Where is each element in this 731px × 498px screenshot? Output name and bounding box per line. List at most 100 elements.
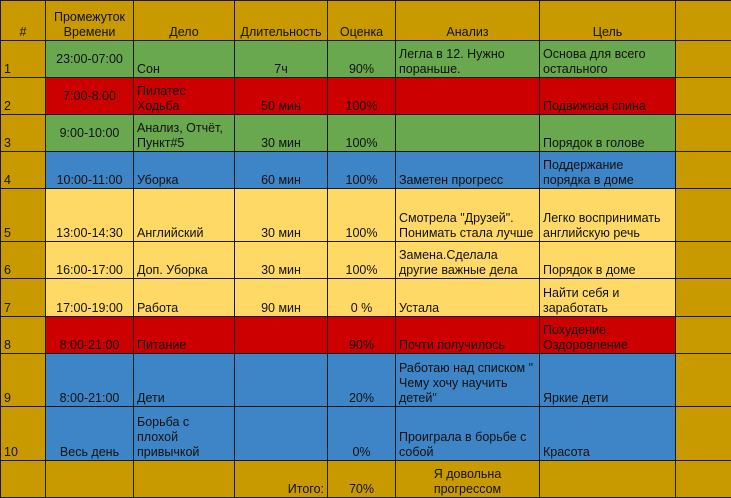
empty-cell[interactable] — [45, 459, 134, 498]
score-cell[interactable]: 100% — [327, 77, 396, 116]
task-cell[interactable]: Дети — [133, 352, 235, 407]
duration-cell[interactable] — [234, 352, 328, 407]
table-row: 2 7:00-8:00 Пилатес Ходьба 50 мин 100% Подвиж… — [0, 77, 731, 116]
time-cell[interactable]: 16:00-17:00 — [45, 241, 134, 280]
analysis-cell[interactable]: Почти получилось — [395, 315, 540, 354]
header-duration[interactable]: Длительность — [234, 0, 328, 42]
empty-cell[interactable] — [675, 278, 731, 317]
row-number[interactable]: 1 — [0, 40, 46, 79]
empty-cell[interactable] — [133, 459, 235, 498]
goal-cell[interactable]: Похудение. Оздоровление — [539, 315, 676, 354]
goal-cell[interactable]: Основа для всего остального — [539, 40, 676, 79]
table-row: 8 8:00-21:00 Питание 90% Почти получилось Пох… — [0, 315, 731, 354]
table-row: 3 9:00-10:00 Анализ, Отчёт, Пункт#5 30 мин 1… — [0, 114, 731, 153]
goal-cell[interactable]: Поддержание порядка в доме — [539, 151, 676, 190]
task-cell[interactable]: Доп. Уборка — [133, 241, 235, 280]
duration-cell[interactable] — [234, 315, 328, 354]
task-cell[interactable]: Пилатес Ходьба — [133, 77, 235, 116]
empty-cell[interactable] — [675, 405, 731, 461]
duration-cell[interactable]: 7ч — [234, 40, 328, 79]
goal-cell[interactable]: Красота — [539, 405, 676, 461]
row-number[interactable]: 10 — [0, 405, 46, 461]
task-cell[interactable]: Английский — [133, 188, 235, 243]
score-cell[interactable]: 100% — [327, 241, 396, 280]
empty-cell[interactable] — [675, 352, 731, 407]
duration-cell[interactable] — [234, 405, 328, 461]
header-score[interactable]: Оценка — [327, 0, 396, 42]
empty-cell[interactable] — [675, 241, 731, 280]
goal-cell[interactable]: Порядок в доме — [539, 241, 676, 280]
analysis-cell[interactable] — [395, 114, 540, 153]
analysis-cell[interactable] — [395, 77, 540, 116]
row-number[interactable]: 8 — [0, 315, 46, 354]
empty-cell[interactable] — [675, 0, 731, 42]
row-number[interactable]: 4 — [0, 151, 46, 190]
time-cell[interactable]: 7:00-8:00 — [45, 77, 134, 116]
analysis-cell[interactable]: Устала — [395, 278, 540, 317]
time-cell[interactable]: 23:00-07:00 — [45, 40, 134, 79]
header-analysis[interactable]: Анализ — [395, 0, 540, 42]
empty-cell[interactable] — [675, 114, 731, 153]
task-cell[interactable]: Питание — [133, 315, 235, 354]
summary-comment[interactable]: Я довольна прогрессом — [395, 459, 540, 498]
total-score[interactable]: 70% — [327, 459, 396, 498]
header-num[interactable]: # — [0, 0, 46, 42]
task-cell[interactable]: Работа — [133, 278, 235, 317]
score-cell[interactable]: 100% — [327, 188, 396, 243]
analysis-cell[interactable]: Проиграла в борьбе с собой — [395, 405, 540, 461]
empty-cell[interactable] — [675, 315, 731, 354]
score-cell[interactable]: 0 % — [327, 278, 396, 317]
time-cell[interactable]: Весь день — [45, 405, 134, 461]
score-cell[interactable]: 100% — [327, 114, 396, 153]
empty-cell[interactable] — [675, 151, 731, 190]
analysis-cell[interactable]: Замена.Сделала другие важные дела — [395, 241, 540, 280]
empty-cell[interactable] — [0, 459, 46, 498]
empty-cell[interactable] — [675, 77, 731, 116]
row-number[interactable]: 2 — [0, 77, 46, 116]
duration-cell[interactable]: 50 мин — [234, 77, 328, 116]
table-row: 6 16:00-17:00 Доп. Уборка 30 мин 100% Замена.… — [0, 241, 731, 280]
analysis-cell[interactable]: Легла в 12. Нужно пораньше. — [395, 40, 540, 79]
total-label[interactable]: Итого: — [234, 459, 328, 498]
task-cell[interactable]: Сон — [133, 40, 235, 79]
time-cell[interactable]: 9:00-10:00 — [45, 114, 134, 153]
goal-cell[interactable]: Найти себя и заработать — [539, 278, 676, 317]
row-number[interactable]: 6 — [0, 241, 46, 280]
goal-cell[interactable]: Подвижная спина — [539, 77, 676, 116]
analysis-cell[interactable]: Смотрела "Друзей". Понимать стала лучше — [395, 188, 540, 243]
empty-cell[interactable] — [539, 459, 676, 498]
task-cell[interactable]: Борьба с плохой привычкой — [133, 405, 235, 461]
time-cell[interactable]: 10:00-11:00 — [45, 151, 134, 190]
goal-cell[interactable]: Легко воспринимать английскую речь — [539, 188, 676, 243]
empty-cell[interactable] — [675, 459, 731, 498]
score-cell[interactable]: 90% — [327, 40, 396, 79]
score-cell[interactable]: 20% — [327, 352, 396, 407]
header-time[interactable]: Промежуток Времени — [45, 0, 134, 42]
score-cell[interactable]: 90% — [327, 315, 396, 354]
header-goal[interactable]: Цель — [539, 0, 676, 42]
duration-cell[interactable]: 30 мин — [234, 188, 328, 243]
duration-cell[interactable]: 30 мин — [234, 114, 328, 153]
time-cell[interactable]: 8:00-21:00 — [45, 315, 134, 354]
score-cell[interactable]: 0% — [327, 405, 396, 461]
duration-cell[interactable]: 30 мин — [234, 241, 328, 280]
goal-cell[interactable]: Порядок в голове — [539, 114, 676, 153]
score-cell[interactable]: 100% — [327, 151, 396, 190]
time-cell[interactable]: 13:00-14:30 — [45, 188, 134, 243]
analysis-cell[interactable]: Работаю над списком " Чему хочу научить … — [395, 352, 540, 407]
empty-cell[interactable] — [675, 40, 731, 79]
duration-cell[interactable]: 60 мин — [234, 151, 328, 190]
row-number[interactable]: 5 — [0, 188, 46, 243]
row-number[interactable]: 3 — [0, 114, 46, 153]
row-number[interactable]: 7 — [0, 278, 46, 317]
header-task[interactable]: Дело — [133, 0, 235, 42]
row-number[interactable]: 9 — [0, 352, 46, 407]
task-cell[interactable]: Уборка — [133, 151, 235, 190]
task-cell[interactable]: Анализ, Отчёт, Пункт#5 — [133, 114, 235, 153]
duration-cell[interactable]: 90 мин — [234, 278, 328, 317]
time-cell[interactable]: 17:00-19:00 — [45, 278, 134, 317]
empty-cell[interactable] — [675, 188, 731, 243]
analysis-cell[interactable]: Заметен прогресс — [395, 151, 540, 190]
goal-cell[interactable]: Яркие дети — [539, 352, 676, 407]
time-cell[interactable]: 8:00-21:00 — [45, 352, 134, 407]
